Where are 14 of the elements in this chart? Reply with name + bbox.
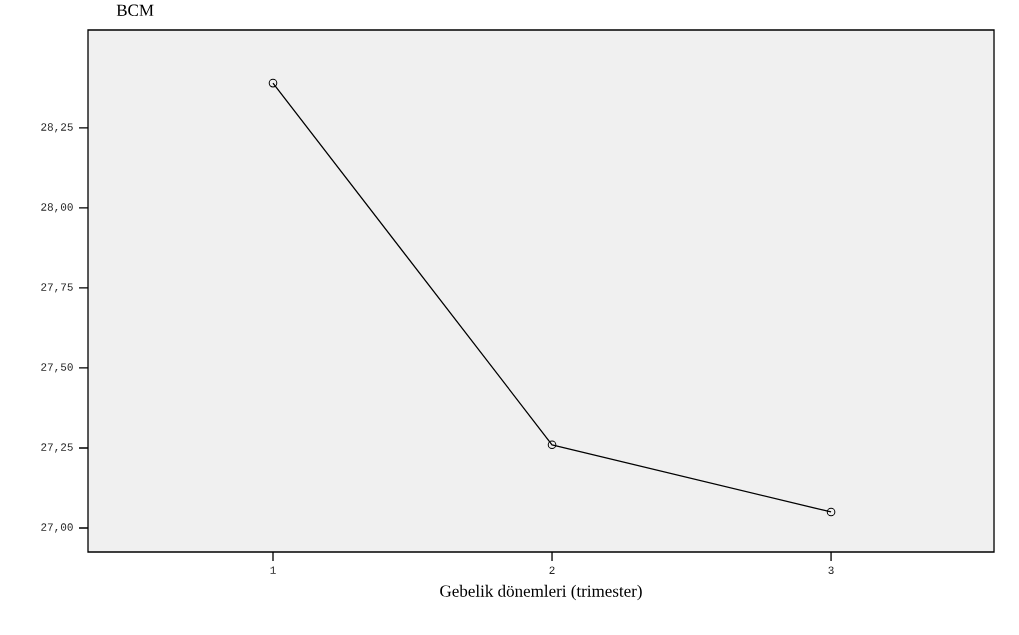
y-tick-label: 27,50 [41, 363, 73, 373]
y-axis-title: BCM [116, 4, 154, 17]
y-tick-label: 27,75 [41, 283, 73, 293]
point [547, 440, 557, 450]
x-tick-label: 2 [549, 566, 555, 574]
y-tick-label: 28,25 [41, 123, 73, 133]
y-tick-label: 27,00 [41, 523, 73, 533]
point [826, 507, 836, 517]
point [268, 78, 278, 88]
x-tick-label: 3 [828, 566, 834, 574]
y-tick-label: 27,25 [41, 443, 73, 453]
y-tick-label: 28,00 [41, 203, 73, 213]
x-axis-title: Gebelik dönemleri (trimester) [440, 584, 642, 601]
x-tick-label: 1 [270, 566, 276, 574]
